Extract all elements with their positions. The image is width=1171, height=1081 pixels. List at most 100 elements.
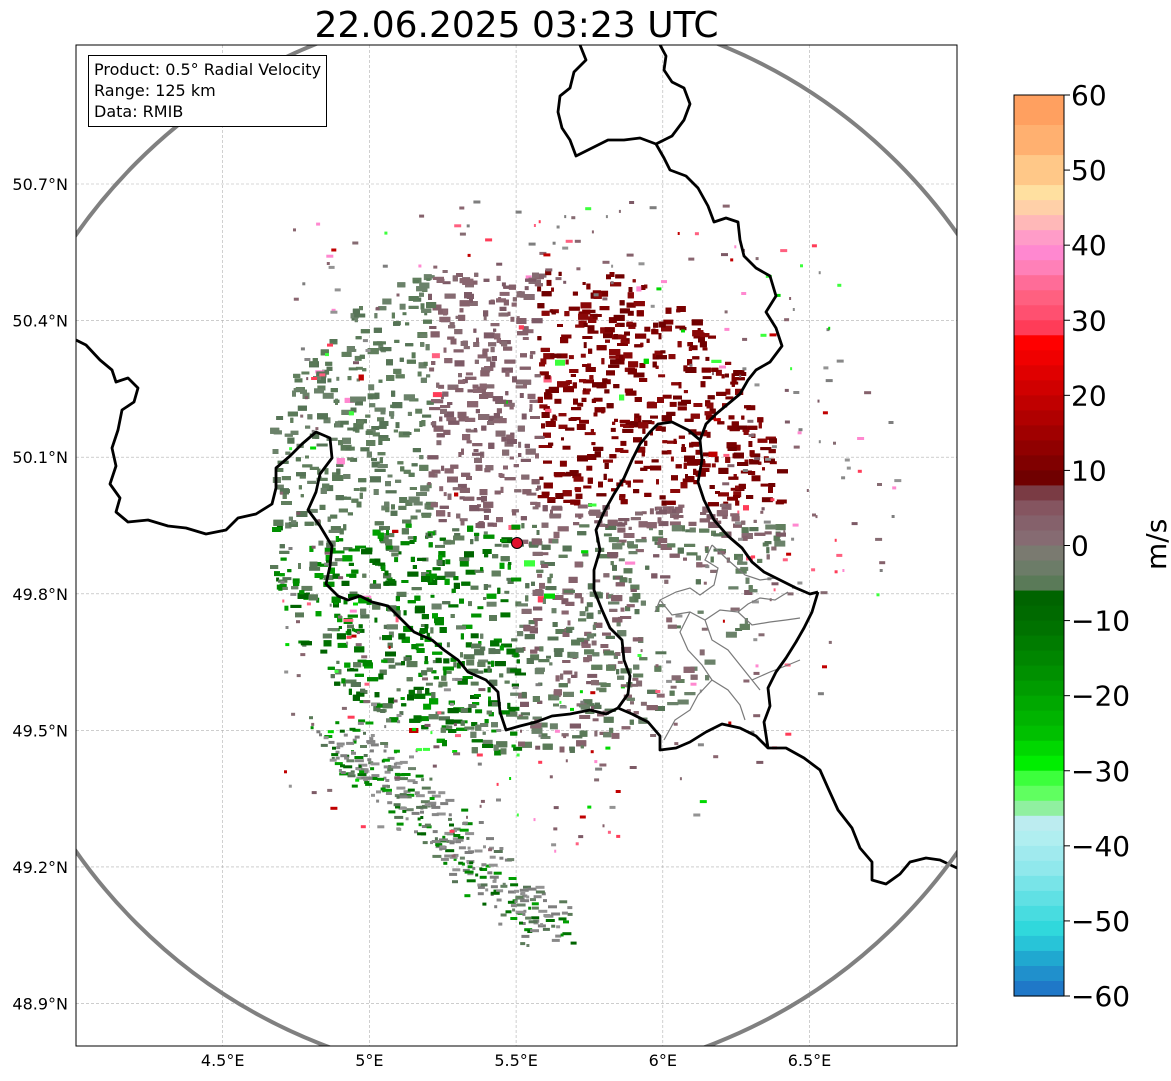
velocity-echo-bin	[672, 509, 677, 514]
velocity-echo-bin	[623, 533, 635, 538]
velocity-echo-bin	[775, 524, 786, 531]
velocity-echo-bin	[444, 411, 455, 418]
velocity-echo-bin	[633, 673, 644, 678]
velocity-echo-bin	[386, 375, 395, 381]
velocity-echo-bin	[539, 404, 548, 409]
velocity-echo-bin	[323, 640, 332, 647]
velocity-echo-bin	[625, 421, 637, 425]
velocity-echo-bin	[635, 549, 644, 553]
velocity-echo-bin	[386, 577, 393, 581]
velocity-echo-bin	[293, 373, 301, 378]
velocity-echo-bin	[501, 643, 512, 648]
velocity-echo-bin	[483, 384, 495, 389]
velocity-echo-bin	[385, 507, 390, 513]
velocity-echo-bin	[400, 466, 405, 472]
velocity-echo-bin	[769, 438, 777, 444]
velocity-echo-bin	[408, 296, 419, 301]
velocity-echo-bin	[666, 500, 676, 505]
velocity-echo-bin	[587, 583, 594, 590]
velocity-echo-bin	[484, 554, 489, 558]
velocity-echo-bin	[383, 658, 395, 664]
velocity-echo-bin	[314, 388, 324, 394]
velocity-echo-bin	[757, 558, 763, 563]
velocity-echo-bin	[593, 412, 598, 417]
velocity-echo-bin	[490, 640, 500, 647]
velocity-echo-bin	[636, 310, 644, 317]
velocity-echo-bin	[494, 543, 502, 547]
velocity-echo-bin	[487, 522, 494, 527]
velocity-echo-bin	[711, 530, 716, 536]
velocity-echo-bin	[396, 591, 407, 597]
velocity-echo-bin	[386, 718, 392, 723]
velocity-echo-bin	[503, 346, 513, 351]
velocity-echo-bin	[548, 388, 552, 394]
velocity-echo-bin	[540, 736, 551, 739]
velocity-echo-bin	[434, 617, 444, 624]
velocity-echo-bin	[567, 678, 571, 684]
velocity-echo-bin	[667, 543, 676, 548]
velocity-echo-bin	[344, 662, 351, 668]
velocity-echo-bin	[276, 577, 280, 582]
velocity-echo-bin	[419, 421, 423, 427]
velocity-echo-bin	[379, 527, 384, 531]
velocity-echo-bin	[385, 792, 392, 795]
velocity-echo-bin	[432, 276, 444, 280]
velocity-echo-bin	[669, 401, 677, 407]
velocity-echo-bin	[655, 425, 662, 431]
velocity-echo-bin	[469, 296, 473, 303]
velocity-echo-bin	[700, 512, 707, 515]
velocity-echo-bin	[630, 584, 640, 590]
velocity-echo-bin	[307, 414, 313, 420]
velocity-echo-bin	[392, 606, 400, 612]
velocity-echo-bin	[621, 726, 631, 730]
velocity-echo-bin	[419, 292, 424, 297]
velocity-echo-bin	[443, 658, 450, 664]
velocity-echo-bin	[549, 513, 561, 519]
velocity-echo-bin	[533, 722, 542, 726]
velocity-echo-bin	[656, 693, 665, 698]
velocity-echo-bin	[561, 437, 564, 441]
velocity-echo-bin	[436, 812, 446, 816]
velocity-echo-bin	[739, 623, 750, 630]
velocity-echo-bin	[602, 378, 608, 384]
velocity-echo-bin	[695, 579, 701, 585]
velocity-echo-bin	[760, 483, 769, 487]
velocity-echo-bin	[615, 354, 625, 361]
velocity-echo-bin	[390, 510, 398, 516]
velocity-echo-bin	[619, 394, 625, 401]
velocity-echo-bin	[450, 614, 455, 618]
velocity-echo-bin	[658, 521, 669, 527]
velocity-echo-bin	[499, 291, 510, 296]
velocity-echo-bin	[337, 616, 343, 623]
velocity-echo-bin	[379, 669, 387, 675]
velocity-echo-bin	[403, 432, 412, 435]
velocity-echo-bin	[308, 594, 318, 601]
velocity-echo-bin	[408, 472, 415, 477]
velocity-echo-bin	[534, 374, 541, 378]
velocity-echo-bin	[685, 529, 691, 533]
velocity-echo-bin	[743, 505, 749, 511]
velocity-echo-bin	[487, 687, 491, 693]
velocity-echo-bin	[696, 555, 701, 561]
velocity-echo-bin	[468, 668, 479, 673]
velocity-echo-bin	[640, 701, 647, 706]
velocity-echo-bin	[546, 279, 552, 286]
velocity-echo-bin	[461, 808, 469, 812]
velocity-echo-bin	[762, 542, 769, 547]
velocity-echo-bin	[516, 379, 527, 385]
velocity-echo-bin	[658, 321, 666, 328]
velocity-echo-bin	[432, 651, 443, 655]
velocity-echo-bin	[584, 649, 595, 655]
velocity-echo-bin	[636, 680, 643, 687]
velocity-echo-bin	[284, 605, 289, 611]
velocity-echo-bin	[502, 449, 510, 456]
velocity-echo-bin	[585, 710, 595, 714]
velocity-echo-bin	[327, 378, 332, 383]
velocity-echo-bin	[430, 627, 434, 634]
velocity-echo-bin	[354, 317, 358, 323]
velocity-echo-bin	[444, 358, 453, 364]
velocity-echo-bin	[768, 449, 776, 454]
velocity-echo-bin	[532, 551, 543, 556]
velocity-echo-bin	[660, 575, 671, 579]
